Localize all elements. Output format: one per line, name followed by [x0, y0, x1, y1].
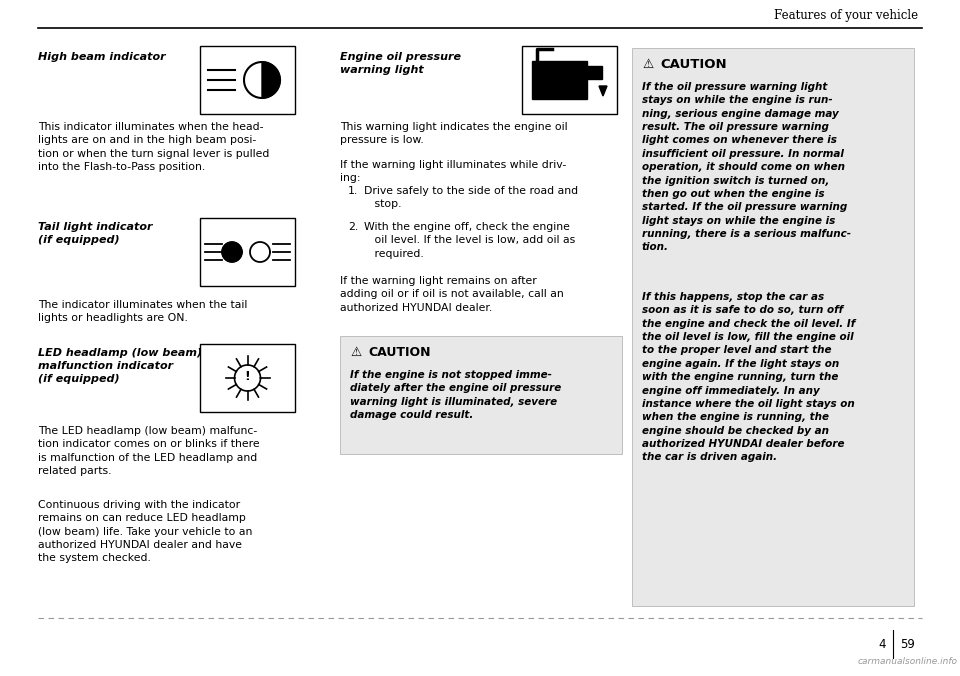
Text: 59: 59 — [900, 637, 915, 650]
Text: CAUTION: CAUTION — [660, 58, 727, 71]
Text: This indicator illuminates when the head-
lights are on and in the high beam pos: This indicator illuminates when the head… — [38, 122, 270, 172]
Text: If the warning light illuminates while driv-
ing:: If the warning light illuminates while d… — [340, 160, 566, 183]
Polygon shape — [532, 61, 587, 99]
Bar — [200, 218, 295, 286]
Text: If the warning light remains on after
adding oil or if oil is not available, cal: If the warning light remains on after ad… — [340, 276, 564, 313]
Text: This warning light indicates the engine oil
pressure is low.: This warning light indicates the engine … — [340, 122, 567, 145]
Text: 1.: 1. — [348, 186, 358, 196]
Text: !: ! — [245, 370, 251, 383]
Text: 2.: 2. — [348, 222, 358, 232]
Polygon shape — [262, 62, 280, 98]
Text: Drive safely to the side of the road and
   stop.: Drive safely to the side of the road and… — [364, 186, 578, 210]
Bar — [200, 344, 295, 412]
Bar — [522, 46, 617, 114]
Text: The LED headlamp (low beam) malfunc-
tion indicator comes on or blinks if there
: The LED headlamp (low beam) malfunc- tio… — [38, 426, 259, 476]
Bar — [200, 46, 295, 114]
Polygon shape — [599, 86, 607, 96]
Text: The indicator illuminates when the tail
lights or headlights are ON.: The indicator illuminates when the tail … — [38, 300, 248, 323]
Text: Tail light indicator
(if equipped): Tail light indicator (if equipped) — [38, 222, 153, 245]
Text: Features of your vehicle: Features of your vehicle — [774, 9, 918, 22]
Text: 4: 4 — [878, 637, 886, 650]
Text: If the oil pressure warning light
stays on while the engine is run-
ning, seriou: If the oil pressure warning light stays … — [642, 82, 851, 252]
Polygon shape — [222, 242, 242, 262]
Text: Continuous driving with the indicator
remains on can reduce LED headlamp
(low be: Continuous driving with the indicator re… — [38, 500, 252, 563]
Text: If this happens, stop the car as
soon as it is safe to do so, turn off
the engin: If this happens, stop the car as soon as… — [642, 292, 855, 462]
Text: Engine oil pressure
warning light: Engine oil pressure warning light — [340, 52, 461, 75]
Text: ⚠: ⚠ — [350, 346, 361, 359]
Text: CAUTION: CAUTION — [368, 346, 430, 359]
Text: If the engine is not stopped imme-
diately after the engine oil pressure
warning: If the engine is not stopped imme- diate… — [350, 370, 562, 420]
Bar — [340, 336, 622, 454]
Text: High beam indicator: High beam indicator — [38, 52, 166, 62]
Polygon shape — [577, 66, 602, 79]
Text: carmanualsonline.info: carmanualsonline.info — [858, 657, 958, 666]
Text: LED headlamp (low beam)
malfunction indicator
(if equipped): LED headlamp (low beam) malfunction indi… — [38, 348, 203, 385]
Bar — [632, 48, 914, 606]
Text: With the engine off, check the engine
   oil level. If the level is low, add oil: With the engine off, check the engine oi… — [364, 222, 575, 259]
Text: ⚠: ⚠ — [642, 58, 653, 71]
